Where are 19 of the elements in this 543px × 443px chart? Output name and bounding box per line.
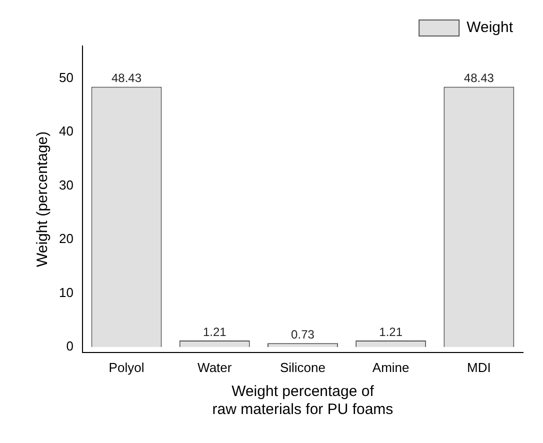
y-tick-label: 30 xyxy=(58,177,74,192)
y-axis-title: Weight (percentage) xyxy=(34,131,52,268)
y-tick-label: 40 xyxy=(58,124,74,139)
x-tick-label: Silicone xyxy=(280,360,326,375)
data-label: 48.43 xyxy=(464,71,494,86)
data-label: 48.43 xyxy=(112,71,142,86)
y-tick-label: 0 xyxy=(66,338,74,354)
x-tick-label: MDI xyxy=(467,360,491,375)
x-tick-label: Polyol xyxy=(108,360,144,375)
x-axis-title: Weight percentage of raw materials for PU foams xyxy=(212,383,394,418)
y-tick-label: 20 xyxy=(58,231,74,246)
y-tick-label: 50 xyxy=(58,70,74,85)
data-label: 1.21 xyxy=(202,324,227,339)
data-label: 0.73 xyxy=(291,327,315,342)
x-tick-label: Water xyxy=(198,360,232,375)
y-tick-label: 10 xyxy=(58,284,74,300)
data-label: 1.21 xyxy=(379,324,403,339)
x-tick-label: Amine xyxy=(372,360,410,375)
legend-label: Weight xyxy=(466,19,514,36)
